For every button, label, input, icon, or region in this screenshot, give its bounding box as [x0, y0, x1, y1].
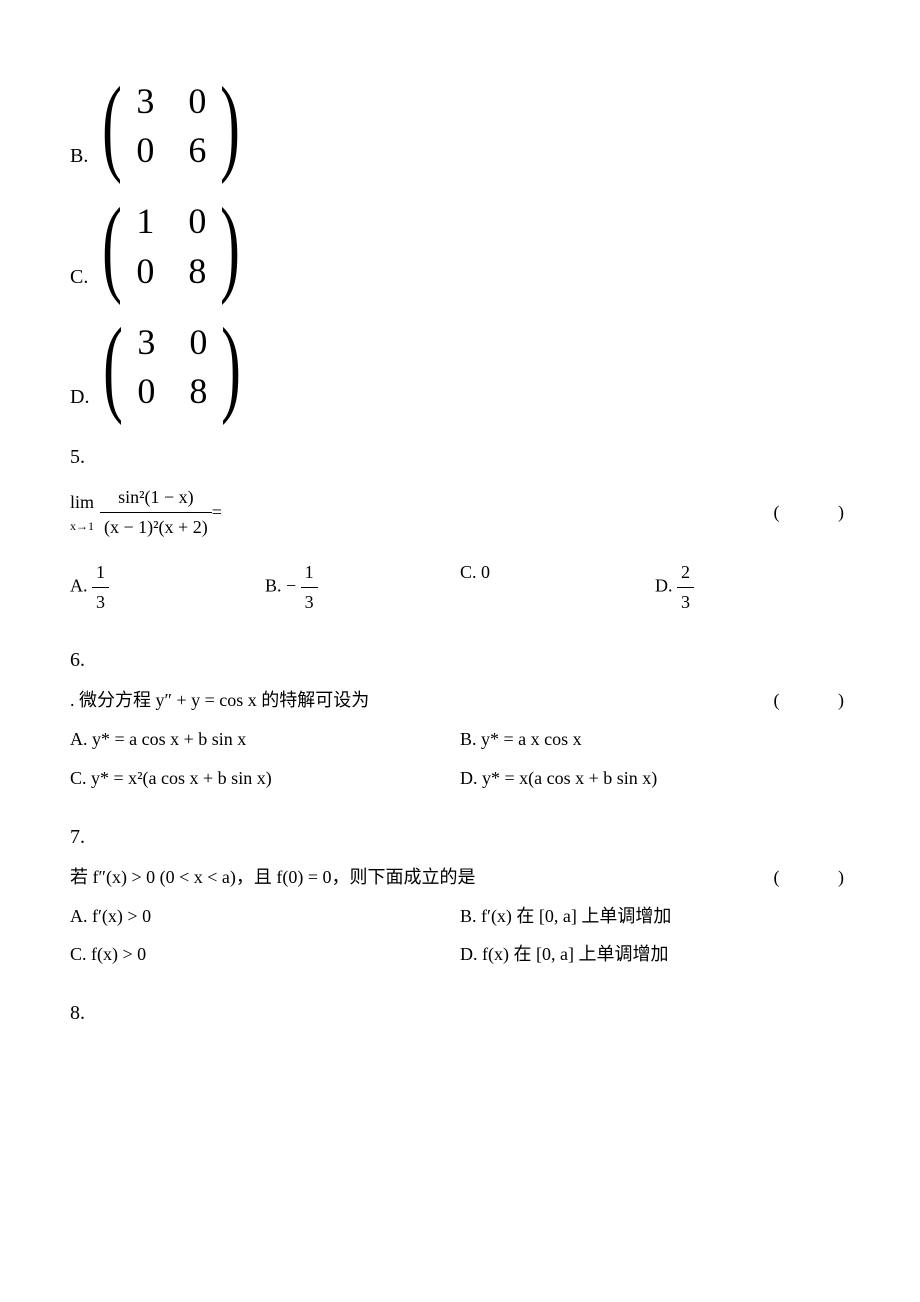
option-b: B. − 1 3 [265, 558, 460, 617]
matrix-cell: 0 [188, 200, 206, 243]
question-5-options: A. 1 3 B. − 1 3 C. 0 D. 2 3 [70, 558, 850, 617]
matrix: ( 3 0 0 8 ) [95, 321, 249, 413]
question-7-stem-row: 若 f″(x) > 0 (0 < x < a)，且 f(0) = 0，则下面成立… [70, 863, 850, 892]
matrix-cell: 8 [188, 250, 206, 293]
matrix-cell: 8 [189, 370, 207, 413]
option-a: A. 1 3 [70, 558, 265, 617]
answer-blank: ( ) [774, 863, 851, 892]
question-6-options-row2: C. y* = x²(a cos x + b sin x) D. y* = x(… [70, 764, 850, 793]
question-number-7: 7. [70, 821, 850, 853]
question-7-options-row2: C. f(x) > 0 D. f(x) 在 [0, a] 上单调增加 [70, 940, 850, 969]
option-c: C. f(x) > 0 [70, 940, 460, 969]
equals-sign: = [212, 498, 222, 527]
matrix-cell: 3 [136, 80, 154, 123]
matrix-cell: 0 [137, 370, 155, 413]
matrix: ( 1 0 0 8 ) [94, 200, 248, 292]
matrix-cell: 0 [136, 250, 154, 293]
option-d: D. f(x) 在 [0, a] 上单调增加 [460, 940, 850, 969]
option-label: A. [70, 575, 88, 595]
option-c: C. 0 [460, 558, 655, 617]
fraction-denominator: 3 [301, 588, 318, 617]
matrix-cell: 6 [188, 129, 206, 172]
option-label: B. − [265, 575, 296, 595]
question-5-stem: lim x→1 sin²(1 − x) (x − 1)²(x + 2) = ( … [70, 483, 850, 542]
question-7-stem: 若 f″(x) > 0 (0 < x < a)，且 f(0) = 0，则下面成立… [70, 863, 476, 892]
fraction-denominator: 3 [677, 588, 694, 617]
answer-blank: ( ) [774, 686, 851, 715]
option-d: D. 2 3 [655, 558, 850, 617]
option-a: A. y* = a cos x + b sin x [70, 725, 460, 754]
question-number-8: 8. [70, 997, 850, 1029]
option-b: B. y* = a x cos x [460, 725, 850, 754]
left-paren-icon: ( [104, 321, 124, 413]
matrix-cell: 0 [136, 129, 154, 172]
limit-fraction: sin²(1 − x) (x − 1)²(x + 2) [100, 483, 212, 542]
option-label: D. [655, 575, 673, 595]
matrix-option-d: D. ( 3 0 0 8 ) [70, 321, 850, 413]
matrix-option-c: C. ( 1 0 0 8 ) [70, 200, 850, 292]
exam-page: B. ( 3 0 0 6 ) C. ( 1 0 0 8 ) D. [0, 0, 920, 1302]
option-a: A. f′(x) > 0 [70, 902, 460, 931]
fraction-numerator: 2 [677, 558, 694, 588]
question-number-5: 5. [70, 441, 850, 473]
matrix: ( 3 0 0 6 ) [94, 80, 248, 172]
left-paren-icon: ( [102, 80, 122, 172]
question-6-options-row1: A. y* = a cos x + b sin x B. y* = a x co… [70, 725, 850, 754]
matrix-cell: 1 [136, 200, 154, 243]
fraction-numerator: sin²(1 − x) [100, 483, 212, 513]
fraction-denominator: (x − 1)²(x + 2) [100, 513, 212, 542]
matrix-cell: 0 [188, 80, 206, 123]
left-paren-icon: ( [102, 201, 122, 293]
option-b: B. f′(x) 在 [0, a] 上单调增加 [460, 902, 850, 931]
right-paren-icon: ) [220, 80, 240, 172]
option-label: D. [70, 381, 89, 413]
fraction-numerator: 1 [92, 558, 109, 588]
fraction-denominator: 3 [92, 588, 109, 617]
right-paren-icon: ) [222, 321, 242, 413]
option-label: B. [70, 140, 88, 172]
option-d: D. y* = x(a cos x + b sin x) [460, 764, 850, 793]
answer-blank: ( ) [774, 498, 851, 527]
limit-sub: x→1 [70, 517, 94, 536]
option-label: C. [70, 261, 88, 293]
question-6-stem-row: . 微分方程 y″ + y = cos x 的特解可设为 ( ) [70, 686, 850, 715]
limit-label: lim [70, 488, 94, 517]
fraction-numerator: 1 [301, 558, 318, 588]
matrix-option-b: B. ( 3 0 0 6 ) [70, 80, 850, 172]
question-7-options-row1: A. f′(x) > 0 B. f′(x) 在 [0, a] 上单调增加 [70, 902, 850, 931]
question-number-6: 6. [70, 644, 850, 676]
question-6-stem: . 微分方程 y″ + y = cos x 的特解可设为 [70, 686, 369, 715]
option-c: C. y* = x²(a cos x + b sin x) [70, 764, 460, 793]
right-paren-icon: ) [220, 201, 240, 293]
matrix-cell: 3 [137, 321, 155, 364]
matrix-cell: 0 [189, 321, 207, 364]
